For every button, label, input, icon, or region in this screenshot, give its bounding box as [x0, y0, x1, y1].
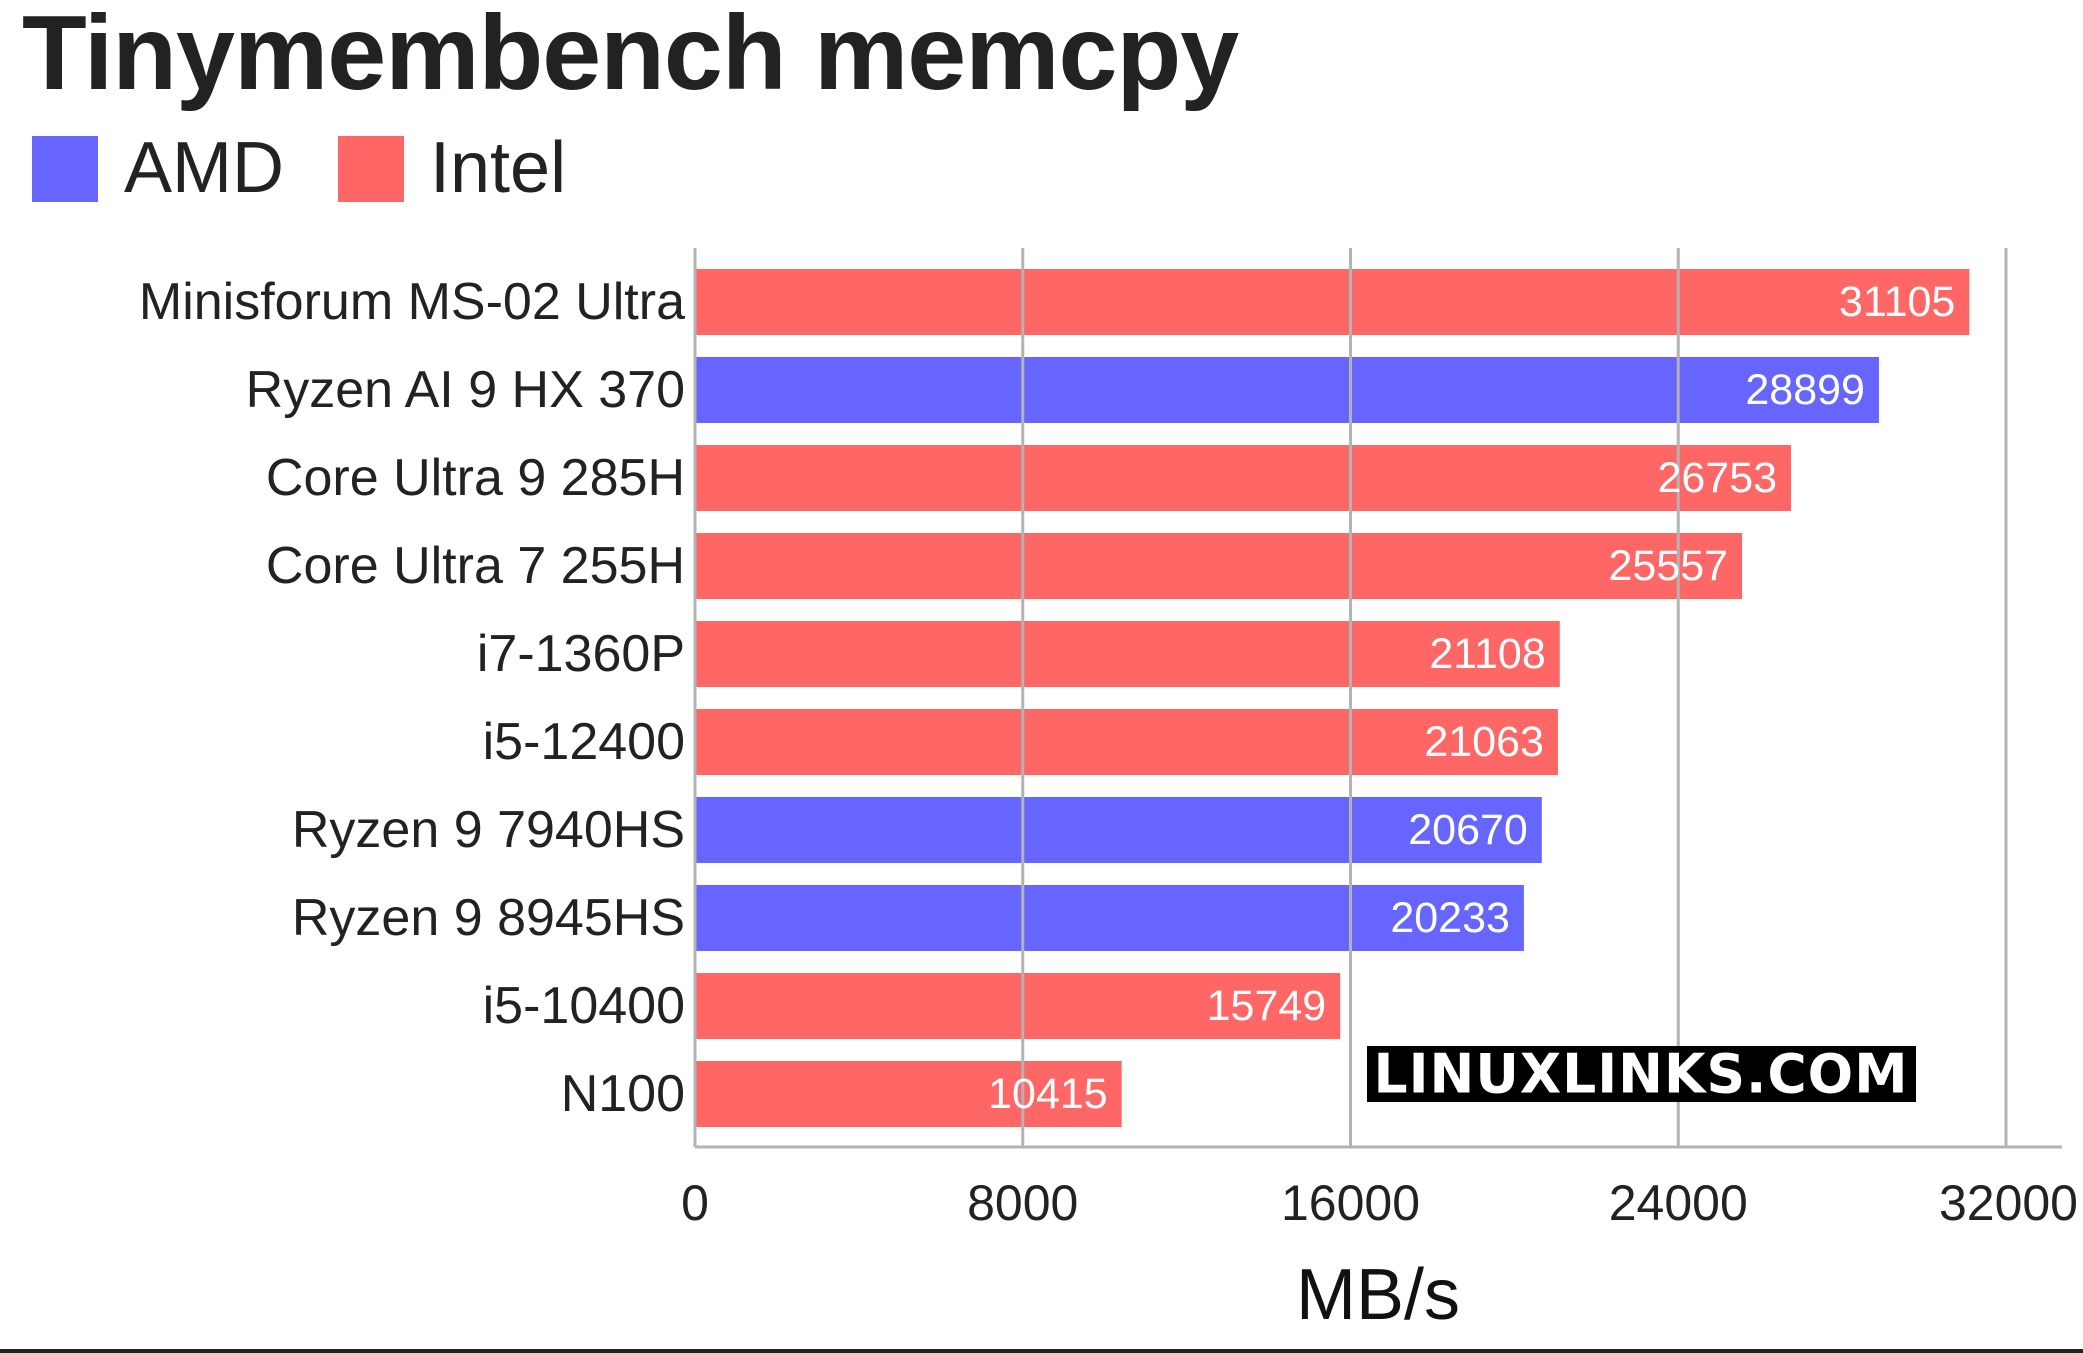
bar-2 — [695, 445, 1792, 511]
bar-value-label-0: 31105 — [1839, 278, 1955, 326]
watermark-text: LINUXLINKS.COM — [1374, 1043, 1909, 1106]
category-label-8: i5-10400 — [483, 977, 685, 1035]
legend-swatch-intel — [338, 136, 404, 202]
category-label-1: Ryzen AI 9 HX 370 — [246, 361, 685, 419]
legend-swatch-amd — [32, 136, 98, 202]
legend-label-amd: AMD — [124, 128, 284, 208]
chart-title: Tinymembench memcpy — [22, 0, 1239, 112]
bar-0 — [695, 269, 1970, 335]
bar-value-label-4: 21108 — [1429, 630, 1545, 678]
category-label-6: Ryzen 9 7940HS — [292, 801, 685, 859]
category-label-2: Core Ultra 9 285H — [266, 449, 685, 507]
bar-value-label-5: 21063 — [1424, 718, 1544, 766]
x-axis-label: MB/s — [1296, 1255, 1460, 1335]
category-label-4: i7-1360P — [477, 625, 685, 683]
x-tick-label-2: 16000 — [1281, 1175, 1420, 1231]
bar-1 — [695, 357, 1879, 423]
category-label-0: Minisforum MS-02 Ultra — [139, 273, 685, 331]
category-label-3: Core Ultra 7 255H — [266, 537, 685, 595]
bar-4 — [695, 621, 1560, 687]
bar-8 — [695, 973, 1341, 1039]
bar-9 — [695, 1061, 1122, 1127]
bar-6 — [695, 797, 1542, 863]
bar-value-label-2: 26753 — [1657, 454, 1777, 502]
category-label-5: i5-12400 — [483, 713, 685, 771]
bar-3 — [695, 533, 1743, 599]
bar-value-label-6: 20670 — [1408, 806, 1528, 854]
bar-value-label-9: 10415 — [988, 1070, 1108, 1118]
x-tick-label-1: 8000 — [967, 1175, 1078, 1231]
category-label-9: N100 — [561, 1065, 685, 1123]
bar-5 — [695, 709, 1558, 775]
watermark-box — [1367, 1046, 1916, 1102]
bar-value-label-1: 28899 — [1745, 366, 1865, 414]
x-tick-label-3: 24000 — [1609, 1175, 1748, 1231]
bar-value-label-3: 25557 — [1608, 542, 1728, 590]
legend-label-intel: Intel — [430, 128, 567, 208]
bar-7 — [695, 885, 1524, 951]
bar-value-label-7: 20233 — [1390, 894, 1510, 942]
category-label-7: Ryzen 9 8945HS — [292, 889, 685, 947]
bar-value-label-8: 15749 — [1207, 982, 1327, 1030]
x-tick-label-4: 32000 — [1939, 1175, 2078, 1231]
x-tick-label-0: 0 — [681, 1175, 709, 1231]
bottom-rule — [0, 1349, 2083, 1353]
